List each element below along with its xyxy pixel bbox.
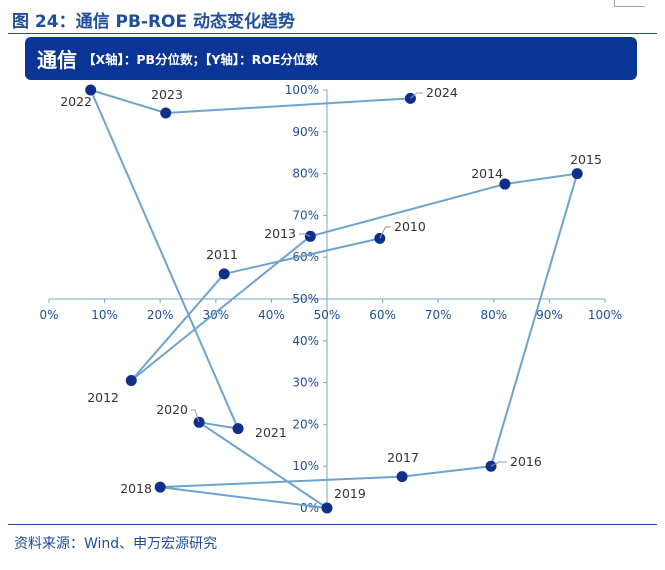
data-label-2013: 2013	[264, 226, 296, 241]
y-tick-label: 100%	[285, 83, 319, 97]
leader-line-2016	[490, 461, 507, 467]
y-tick-label: 10%	[292, 459, 319, 473]
data-label-2024: 2024	[426, 85, 458, 100]
data-point-2015	[571, 168, 583, 180]
data-point-2023	[160, 107, 172, 119]
data-label-2010: 2010	[394, 219, 426, 234]
top-divider	[8, 33, 657, 34]
y-tick-label: 20%	[292, 417, 319, 431]
data-label-2019: 2019	[334, 486, 366, 501]
axes	[48, 89, 606, 509]
source-note: 资料来源：Wind、申万宏源研究	[14, 536, 218, 552]
figure-title: 图 24：通信 PB-ROE 动态变化趋势	[12, 12, 296, 32]
data-label-2020: 2020	[156, 402, 188, 417]
banner-axis-description: 【X轴】：PB分位数；【Y轴】：ROE分位数	[83, 52, 318, 67]
data-point-2022	[85, 84, 97, 96]
x-tick-label: 0%	[39, 308, 58, 322]
data-point-2012	[125, 375, 137, 387]
data-label-2014: 2014	[471, 166, 503, 181]
data-label-2018: 2018	[120, 481, 152, 496]
banner-title: 通信	[37, 48, 77, 72]
y-tick-label: 0%	[300, 501, 319, 515]
y-tick-label: 30%	[292, 376, 319, 390]
y-tick-label: 50%	[292, 292, 319, 306]
corner-decoration	[614, 0, 645, 7]
data-point-2017	[396, 471, 408, 483]
data-label-2017: 2017	[387, 450, 419, 465]
y-tick-label: 40%	[292, 334, 319, 348]
x-tick-label: 90%	[536, 308, 563, 322]
leader-line-2020	[191, 409, 200, 423]
x-tick-label: 10%	[91, 308, 118, 322]
data-label-2016: 2016	[510, 454, 542, 469]
data-label-2015: 2015	[570, 152, 602, 167]
bottom-divider	[8, 524, 657, 525]
data-markers	[85, 84, 583, 514]
data-label-2011: 2011	[206, 247, 238, 262]
data-point-2021	[232, 423, 244, 435]
leader-line-2024	[410, 92, 423, 99]
x-tick-label: 40%	[258, 308, 285, 322]
data-point-2014	[499, 178, 511, 190]
tick-labels: 0% 10% 20% 30% 40% 50% 60% 70% 80% 90% 100%0%10%20…	[39, 83, 622, 515]
data-point-2019	[321, 502, 333, 514]
x-tick-label: 100%	[588, 308, 622, 322]
data-point-2018	[154, 481, 166, 493]
data-label-2021: 2021	[255, 425, 287, 440]
x-tick-label: 20%	[147, 308, 174, 322]
data-label-2012: 2012	[87, 390, 119, 405]
chart-banner: 通信 【X轴】：PB分位数；【Y轴】：ROE分位数	[25, 37, 637, 80]
x-tick-label: 80%	[480, 308, 507, 322]
leader-line-2013	[299, 233, 311, 237]
leader-line-2010	[379, 226, 391, 239]
x-tick-label: 60%	[369, 308, 396, 322]
data-labels: 2010 2011 2012 2013 2014 2015 2016 2017 2018 2019…	[60, 85, 602, 501]
y-tick-label: 70%	[292, 208, 319, 222]
x-tick-label: 50%	[314, 308, 341, 322]
data-label-2023: 2023	[151, 87, 183, 102]
y-tick-label: 80%	[292, 167, 319, 181]
x-tick-label: 70%	[425, 308, 452, 322]
data-point-2011	[218, 268, 230, 280]
y-tick-label: 90%	[292, 125, 319, 139]
data-label-2022: 2022	[60, 94, 92, 109]
